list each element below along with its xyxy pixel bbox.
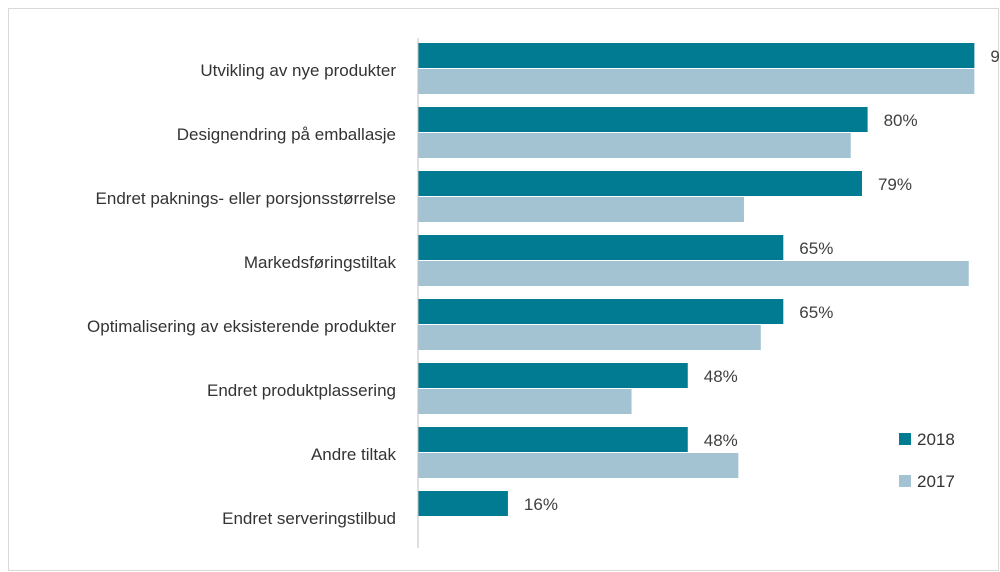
value-label-2018-endret-serveringstilbud: 16% xyxy=(524,495,558,514)
legend-swatch-2018 xyxy=(899,433,911,445)
category-label-endret-paknings-eller-porsjonsstørrelse: Endret paknings- eller porsjonsstørrelse xyxy=(96,189,396,208)
value-label-2018-endret-paknings-eller-porsjonsstørrelse: 79% xyxy=(878,175,912,194)
value-label-2018-markedsføringstiltak: 65% xyxy=(799,239,833,258)
bar-2018-endret-serveringstilbud xyxy=(418,491,508,516)
bar-2018-endret-produktplassering xyxy=(418,363,688,388)
value-label-2018-utvikling-av-nye-produkter: 99% xyxy=(990,47,1000,66)
category-label-designendring-på-emballasje: Designendring på emballasje xyxy=(177,125,396,144)
chart-frame xyxy=(8,8,999,571)
category-label-andre-tiltak: Andre tiltak xyxy=(311,445,397,464)
bar-2017-utvikling-av-nye-produkter xyxy=(418,69,975,94)
category-label-endret-produktplassering: Endret produktplassering xyxy=(207,381,396,400)
category-label-optimalisering-av-eksisterende-produkter: Optimalisering av eksisterende produkter xyxy=(87,317,396,336)
bar-2017-andre-tiltak xyxy=(418,453,739,478)
legend: 2018 2017 xyxy=(899,430,955,491)
bar-2017-endret-paknings-eller-porsjonsstørrelse xyxy=(418,197,744,222)
value-labels: 99% 80% 79% 65% 65% 48% 48% 16% xyxy=(524,47,1000,514)
category-label-utvikling-av-nye-produkter: Utvikling av nye produkter xyxy=(200,61,396,80)
bar-2018-andre-tiltak xyxy=(418,427,688,452)
category-label-markedsføringstiltak: Markedsføringstiltak xyxy=(244,253,397,272)
category-labels: Utvikling av nye produkter Designendring … xyxy=(87,61,396,528)
bar-2018-endret-paknings-eller-porsjonsstørrelse xyxy=(418,171,862,196)
legend-label-2017: 2017 xyxy=(917,472,955,491)
bar-2017-optimalisering-av-eksisterende-produkter xyxy=(418,325,761,350)
category-label-endret-serveringstilbud: Endret serveringstilbud xyxy=(222,509,396,528)
bar-2018-designendring-på-emballasje xyxy=(418,107,868,132)
bar-2017-endret-produktplassering xyxy=(418,389,632,414)
bars-group xyxy=(418,43,975,516)
legend-label-2018: 2018 xyxy=(917,430,955,449)
value-label-2018-andre-tiltak: 48% xyxy=(704,431,738,450)
value-label-2018-designendring-på-emballasje: 80% xyxy=(884,111,918,130)
bar-2018-markedsføringstiltak xyxy=(418,235,784,260)
value-label-2018-endret-produktplassering: 48% xyxy=(704,367,738,386)
bar-2017-designendring-på-emballasje xyxy=(418,133,851,158)
legend-swatch-2017 xyxy=(899,475,911,487)
bar-2017-markedsføringstiltak xyxy=(418,261,969,286)
bar-2018-optimalisering-av-eksisterende-produkter xyxy=(418,299,784,324)
bar-2018-utvikling-av-nye-produkter xyxy=(418,43,975,68)
value-label-2018-optimalisering-av-eksisterende-produkter: 65% xyxy=(799,303,833,322)
